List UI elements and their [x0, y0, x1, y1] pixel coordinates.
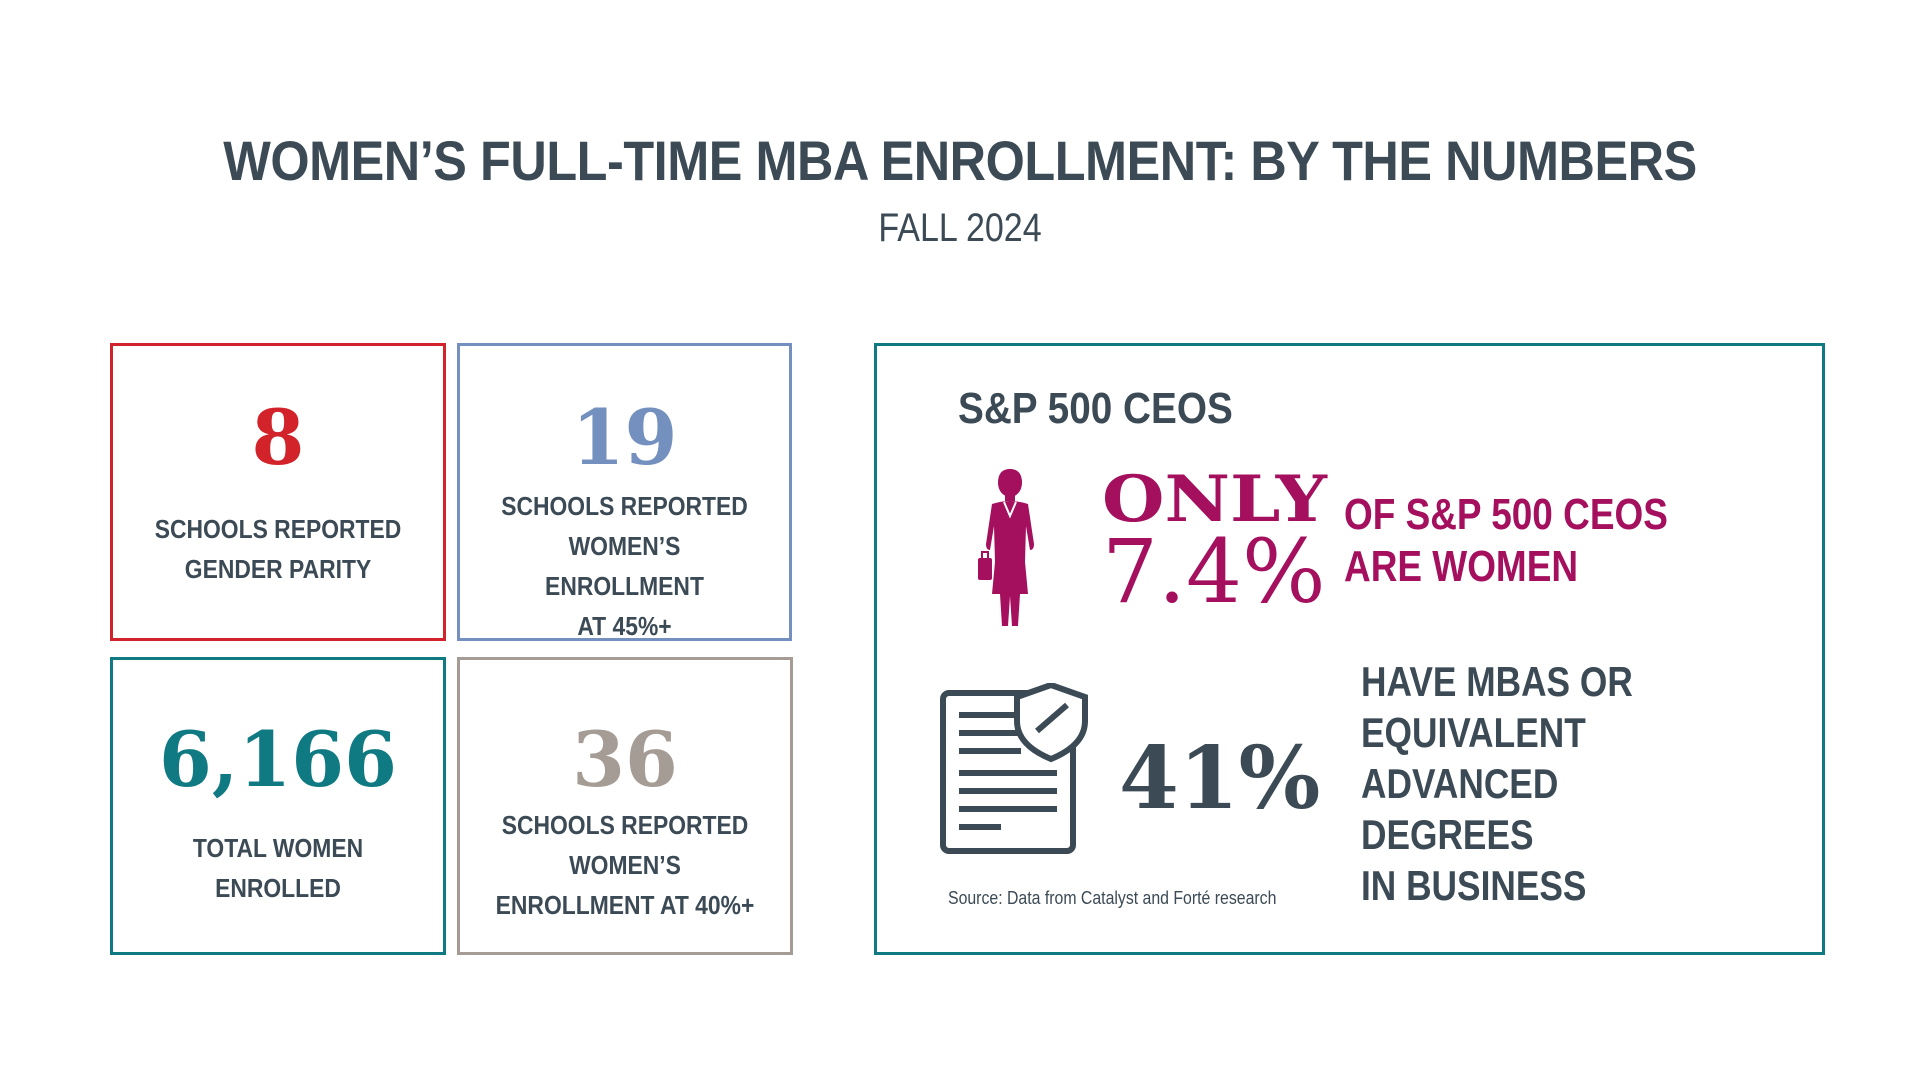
stat-label: SCHOOLS REPORTED WOMEN’S ENROLLMENT AT 4… — [489, 805, 762, 925]
stat-label-line: ENROLLED — [215, 873, 341, 903]
page-title: WOMEN’S FULL-TIME MBA ENROLLMENT: BY THE… — [223, 129, 1697, 192]
stat-value: 36 — [572, 715, 678, 804]
stat-value: 6,166 — [159, 715, 397, 804]
women-ceo-percentage: 7.4% — [1102, 520, 1326, 623]
stat-card-enrollment-45: 19 SCHOOLS REPORTED WOMEN’S ENROLLMENT A… — [457, 343, 792, 641]
panel-title: S&P 500 CEOS — [958, 384, 1233, 433]
document-shield-icon — [939, 681, 1089, 855]
stat-label: SCHOOLS REPORTED WOMEN’S ENROLLMENT AT 4… — [489, 486, 761, 646]
mba-percentage: 41% — [1119, 728, 1321, 829]
page-subtitle: FALL 2024 — [878, 206, 1042, 250]
businesswoman-icon — [978, 466, 1042, 626]
source-note: Source: Data from Catalyst and Forté res… — [948, 888, 1277, 908]
stat-value: 8 — [251, 393, 305, 482]
stat-label-line: WOMEN’S ENROLLMENT — [545, 531, 704, 601]
only-label: ONLY — [1102, 462, 1327, 537]
description-line: ARE WOMEN — [1344, 542, 1579, 591]
women-ceo-description: OF S&P 500 CEOS ARE WOMEN — [1344, 489, 1680, 593]
stat-card-gender-parity: 8 SCHOOLS REPORTED GENDER PARITY — [110, 343, 446, 641]
stat-label: SCHOOLS REPORTED GENDER PARITY — [142, 509, 415, 589]
stat-label-line: SCHOOLS REPORTED — [501, 491, 748, 521]
stat-card-total-women: 6,166 TOTAL WOMEN ENROLLED — [110, 657, 446, 955]
stat-label: TOTAL WOMEN ENROLLED — [142, 828, 415, 908]
description-line: EQUIVALENT ADVANCED — [1361, 709, 1586, 807]
stat-label-line: TOTAL WOMEN — [192, 833, 364, 863]
stat-label-line: SCHOOLS REPORTED — [154, 514, 402, 544]
ceo-panel: S&P 500 CEOS ONLY 7.4% OF S&P 500 CEOS A… — [874, 343, 1825, 955]
description-line: IN BUSINESS — [1361, 862, 1587, 909]
stat-label-line: SCHOOLS REPORTED — [501, 810, 749, 840]
stat-label-line: ENROLLMENT AT 40%+ — [495, 890, 755, 920]
stat-value: 19 — [571, 393, 678, 482]
stat-label-line: GENDER PARITY — [184, 554, 372, 584]
description-line: DEGREES — [1361, 811, 1534, 858]
stat-card-enrollment-40: 36 SCHOOLS REPORTED WOMEN’S ENROLLMENT A… — [457, 657, 793, 955]
stat-label-line: WOMEN’S — [569, 850, 681, 880]
mba-description: HAVE MBAS OR EQUIVALENT ADVANCED DEGREES… — [1361, 656, 1781, 911]
description-line: HAVE MBAS OR — [1361, 658, 1633, 705]
stat-label-line: AT 45%+ — [577, 611, 672, 641]
description-line: OF S&P 500 CEOS — [1344, 490, 1668, 539]
